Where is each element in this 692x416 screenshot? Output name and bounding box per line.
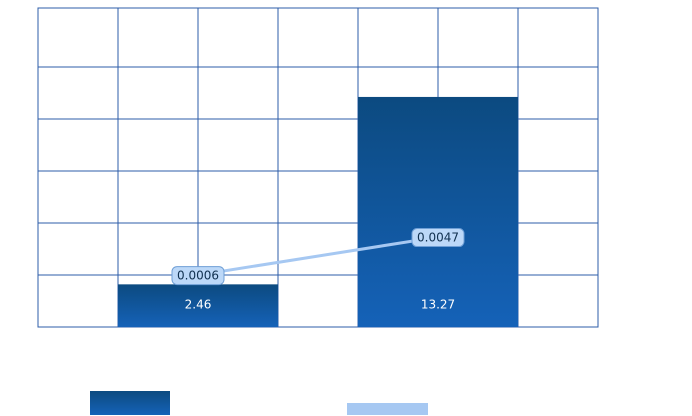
plot: 2.46 13.27 0.0006 0.0047 (118, 96, 518, 327)
bar (118, 284, 278, 327)
legend-swatch (347, 403, 428, 415)
line-value-label: 0.0006 (171, 266, 225, 286)
label-box (171, 266, 225, 286)
line-value-label: 0.0047 (411, 228, 465, 248)
bar (358, 96, 518, 327)
bar-value-label: 2.46 (185, 298, 212, 312)
legend (90, 391, 428, 415)
line-value-text: 0.0006 (177, 269, 219, 283)
line-value-text: 0.0047 (417, 231, 459, 245)
bar-value-label: 13.27 (421, 298, 455, 312)
legend-swatch (90, 391, 170, 415)
label-box (411, 228, 465, 248)
line (197, 231, 441, 277)
